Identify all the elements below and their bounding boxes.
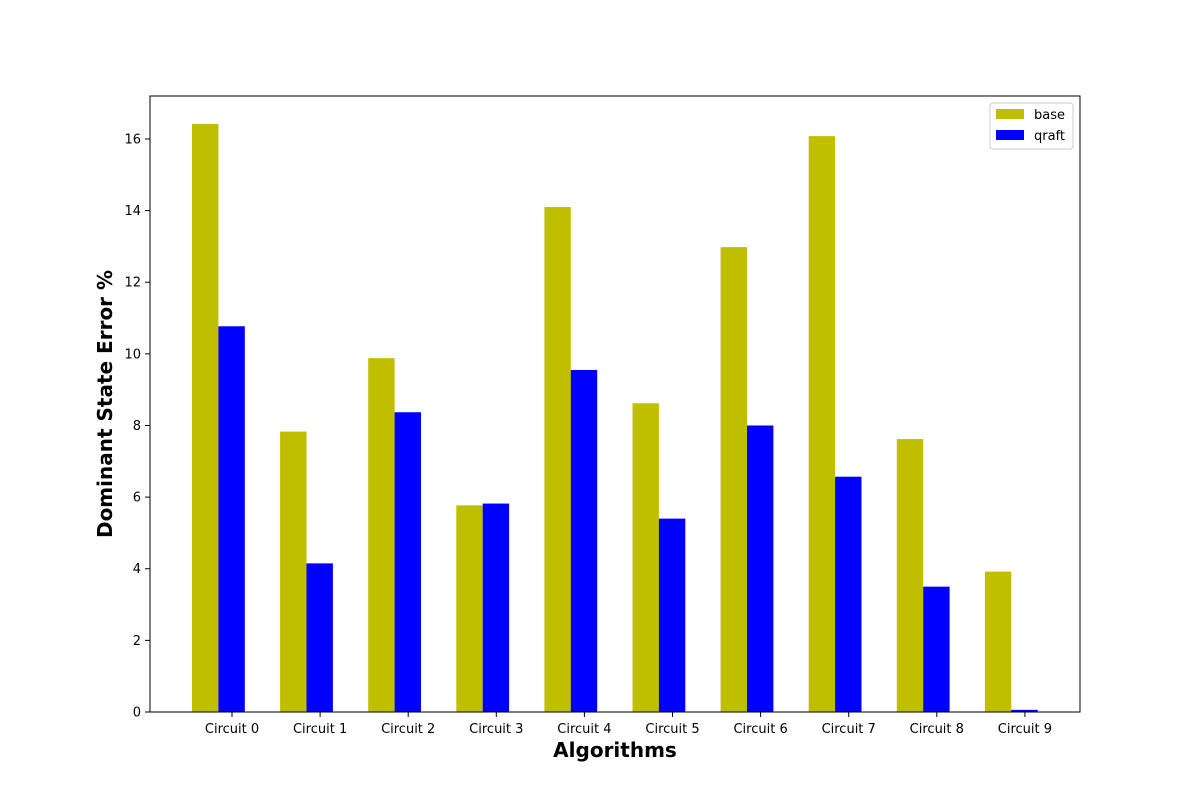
- legend-swatch-base: [996, 109, 1024, 119]
- bar-base-circuit-7: [808, 136, 836, 713]
- bar-qraft-circuit-5: [658, 518, 686, 712]
- x-tick-label: Circuit 4: [557, 722, 611, 737]
- bar-qraft-circuit-9: [1011, 709, 1038, 712]
- bar-base-circuit-1: [280, 431, 307, 712]
- bar-base-circuit-9: [984, 571, 1012, 712]
- bars-group: [192, 123, 1038, 713]
- bar-qraft-circuit-4: [570, 369, 598, 712]
- x-tick-label: Circuit 3: [469, 722, 523, 737]
- bar-qraft-circuit-1: [306, 563, 333, 712]
- legend-label-base: base: [1034, 108, 1065, 123]
- bar-base-circuit-4: [544, 207, 571, 712]
- x-ticks-group: Circuit 0 Circuit 1 Circuit 2 Circuit 3 Circ…: [205, 712, 1052, 737]
- x-tick-label: Circuit 5: [645, 722, 699, 737]
- legend: base qraft: [989, 102, 1074, 150]
- y-tick-label: 12: [124, 276, 141, 291]
- x-tick-label: Circuit 1: [293, 722, 347, 737]
- y-axis-title: Dominant State Error %: [93, 270, 117, 538]
- bar-base-circuit-2: [368, 358, 395, 712]
- x-tick-label: Circuit 2: [381, 722, 435, 737]
- y-tick-label: 14: [124, 204, 141, 219]
- y-tick-label: 16: [124, 132, 141, 147]
- x-tick-label: Circuit 8: [910, 722, 964, 737]
- plot-frame: [149, 95, 1081, 713]
- legend-label-qraft: qraft: [1034, 129, 1065, 144]
- x-axis-title: Algorithms: [553, 738, 677, 762]
- bar-qraft-circuit-8: [923, 586, 950, 712]
- x-tick-label: Circuit 6: [733, 722, 787, 737]
- y-tick-label: 0: [133, 706, 141, 721]
- bar-base-circuit-3: [456, 505, 483, 712]
- bar-base-circuit-0: [192, 123, 219, 713]
- bar-base-circuit-8: [896, 439, 924, 712]
- bar-qraft-circuit-6: [747, 425, 774, 712]
- y-tick-label: 2: [133, 634, 141, 649]
- y-tick-label: 6: [133, 491, 141, 506]
- x-tick-label: Circuit 9: [998, 722, 1052, 737]
- bar-qraft-circuit-0: [218, 326, 245, 712]
- bar-qraft-circuit-3: [482, 503, 510, 712]
- y-tick-label: 10: [124, 347, 141, 362]
- bar-qraft-circuit-7: [835, 476, 862, 712]
- bar-base-circuit-5: [632, 403, 659, 712]
- bar-base-circuit-6: [720, 247, 747, 712]
- y-tick-label: 8: [133, 419, 141, 434]
- x-tick-label: Circuit 7: [822, 722, 876, 737]
- y-tick-label: 4: [133, 562, 141, 577]
- x-tick-label: Circuit 0: [205, 722, 259, 737]
- bar-qraft-circuit-2: [394, 412, 421, 712]
- y-ticks-group: 0 2 4 6 8 10 12 14 16: [124, 132, 150, 721]
- legend-swatch-qraft: [996, 130, 1024, 140]
